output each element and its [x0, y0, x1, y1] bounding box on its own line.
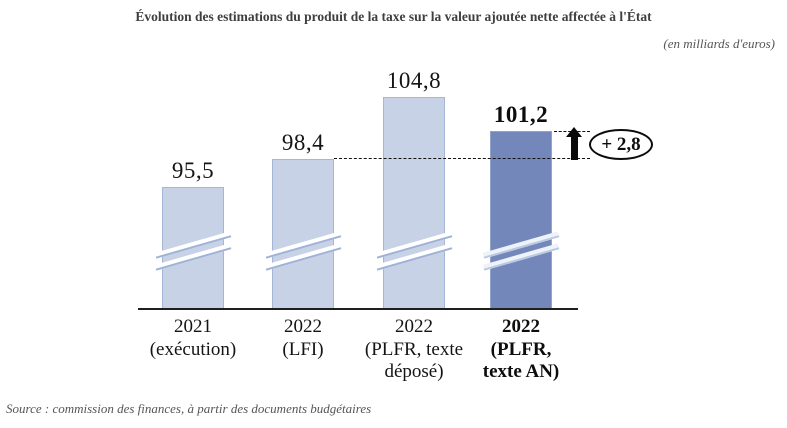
x-axis-line [138, 308, 578, 310]
bar [272, 159, 334, 309]
bar [383, 97, 445, 309]
chart-unit-note: (en milliards d'euros) [663, 36, 775, 51]
source-note: Source : commission des finances, à part… [6, 401, 372, 416]
bar-value-label: 98,4 [281, 130, 325, 155]
delta-badge: + 2,8 [589, 129, 653, 160]
bar-value-label: 101,2 [493, 102, 549, 127]
bar-value-label: 104,8 [386, 68, 442, 93]
x-axis-label: 2022 (PLFR, texte AN) [482, 316, 560, 382]
x-axis-label: 2022 (PLFR, texte déposé) [364, 316, 464, 382]
increase-arrow-head-icon [566, 127, 582, 137]
bar-chart: + 2,8 95,5 2021 (exécution) 98,4 2022 (LFI) 10… [138, 68, 653, 382]
delta-badge-label: + 2,8 [601, 133, 641, 155]
x-axis-label: 2022 (LFI) [282, 316, 324, 360]
increase-arrow-icon [571, 136, 578, 160]
x-axis-label: 2021 (exécution) [149, 316, 237, 360]
reference-dashed-line-from-98-4 [334, 158, 590, 159]
bar [490, 131, 552, 309]
bar-value-label: 95,5 [171, 158, 215, 183]
chart-title: Évolution des estimations du produit de … [135, 9, 652, 24]
